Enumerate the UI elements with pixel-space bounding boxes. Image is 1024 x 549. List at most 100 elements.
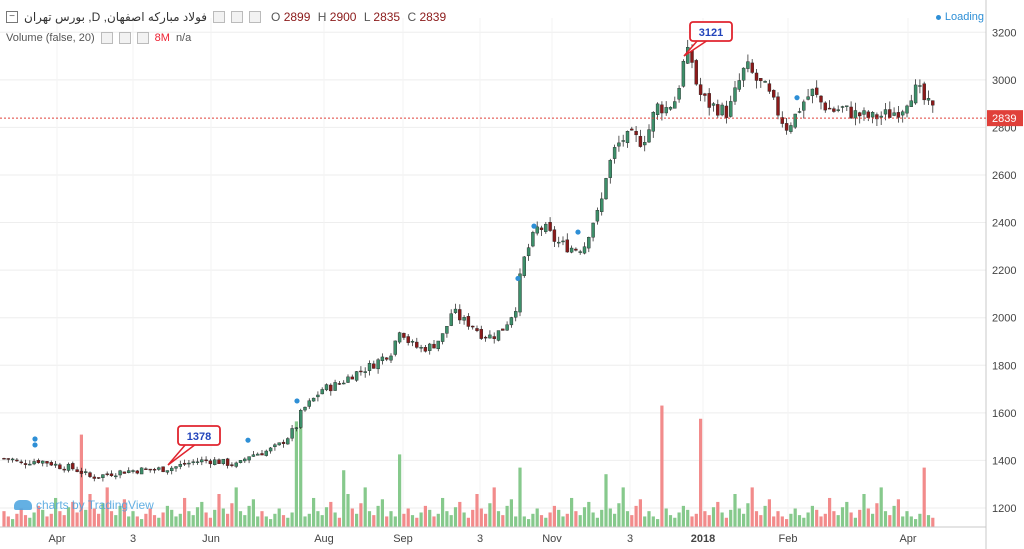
- candle: [359, 370, 363, 373]
- volume-hide-icon[interactable]: [118, 32, 131, 44]
- y-tick-label: 1200: [992, 503, 1016, 515]
- volume-bar: [213, 509, 217, 527]
- candle: [931, 100, 935, 106]
- candle: [23, 463, 28, 465]
- candle: [212, 459, 217, 465]
- time-axis[interactable]: Apr 3 Jun Aug Sep 3 Nov 3 2018 Feb Apr: [0, 526, 986, 545]
- event-marker[interactable]: [794, 95, 800, 101]
- candle: [557, 241, 561, 244]
- volume-bar: [600, 509, 604, 527]
- y-tick-label: 2600: [992, 170, 1016, 182]
- volume-bar: [269, 519, 273, 527]
- annotation-label: 1378: [187, 431, 211, 443]
- candle: [96, 477, 101, 479]
- candle: [139, 467, 144, 475]
- event-markers[interactable]: [32, 95, 800, 448]
- event-marker[interactable]: [531, 223, 537, 229]
- volume-bar: [11, 519, 15, 527]
- event-marker[interactable]: [32, 442, 38, 448]
- volume-bar: [484, 513, 488, 527]
- volume-title: Volume (false, 20): [6, 32, 95, 44]
- volume-bar: [862, 494, 866, 527]
- candle: [324, 384, 329, 391]
- candle: [337, 383, 342, 385]
- candle: [892, 112, 896, 116]
- volume-bar: [896, 499, 900, 527]
- volume-bar: [849, 512, 853, 527]
- volume-bar: [410, 515, 415, 527]
- candle: [505, 324, 509, 331]
- volume-bar: [931, 517, 935, 527]
- volume-bar: [836, 515, 840, 527]
- candle: [827, 107, 832, 110]
- candle: [479, 329, 483, 339]
- candles: [2, 39, 935, 482]
- y-tick-label: 2400: [992, 218, 1016, 230]
- volume-bar: [673, 517, 677, 527]
- volume-bar: [810, 505, 814, 527]
- volume-bar: [277, 508, 281, 527]
- candle: [918, 85, 922, 87]
- candle: [410, 341, 415, 343]
- candle: [673, 101, 677, 109]
- candle: [754, 72, 759, 81]
- chart-grid: [0, 18, 986, 527]
- candle: [638, 135, 643, 147]
- event-marker[interactable]: [245, 437, 251, 443]
- y-tick-label: 3000: [992, 75, 1016, 87]
- annotation-callout: 3121: [683, 21, 733, 57]
- candle: [548, 221, 552, 231]
- volume-bar: [729, 509, 733, 527]
- candle: [15, 459, 19, 462]
- volume-bar: [230, 503, 234, 527]
- candle: [105, 473, 109, 475]
- volume-bar: [256, 516, 260, 527]
- y-tick-label: 2200: [992, 265, 1016, 277]
- candle: [578, 251, 582, 253]
- settings-icon[interactable]: [213, 11, 226, 23]
- volume-bar: [578, 515, 582, 527]
- hide-icon[interactable]: [231, 11, 244, 23]
- volume-bar: [195, 507, 200, 527]
- volume-close-icon[interactable]: [136, 32, 149, 44]
- volume-bar: [441, 497, 445, 527]
- volume-bar: [488, 503, 492, 527]
- volume-bar: [84, 509, 88, 527]
- candle: [281, 441, 286, 444]
- y-tick-label: 1400: [992, 455, 1016, 467]
- collapse-icon[interactable]: −: [6, 11, 18, 23]
- volume-bar: [208, 517, 212, 527]
- candle: [393, 340, 397, 355]
- candle: [251, 454, 256, 457]
- volume-bar: [737, 508, 741, 527]
- event-marker[interactable]: [32, 436, 38, 442]
- volume-bar: [840, 507, 845, 527]
- event-marker[interactable]: [515, 275, 521, 282]
- candle: [501, 328, 505, 331]
- volume-bar: [92, 508, 96, 527]
- candle: [217, 459, 221, 464]
- event-marker[interactable]: [575, 229, 581, 235]
- tradingview-watermark[interactable]: charts by TradingView: [14, 498, 154, 512]
- candle: [256, 453, 260, 456]
- volume-bar: [733, 494, 737, 527]
- volume-bar: [178, 513, 182, 527]
- volume-bar: [299, 414, 303, 527]
- volume-bar: [501, 515, 505, 527]
- x-tick-label: Apr: [48, 533, 65, 545]
- volume-bar: [234, 487, 238, 527]
- close-icon[interactable]: [249, 11, 262, 23]
- volume-bar: [462, 512, 466, 527]
- candle: [849, 106, 853, 119]
- event-marker[interactable]: [294, 398, 300, 404]
- candle: [268, 447, 273, 452]
- volume-bar: [539, 515, 544, 527]
- candle: [531, 232, 535, 247]
- volume-bar: [15, 513, 19, 527]
- volume-settings-icon[interactable]: [100, 32, 113, 44]
- volume-bar: [122, 499, 126, 527]
- candle: [195, 461, 200, 463]
- volume-bar: [221, 508, 225, 527]
